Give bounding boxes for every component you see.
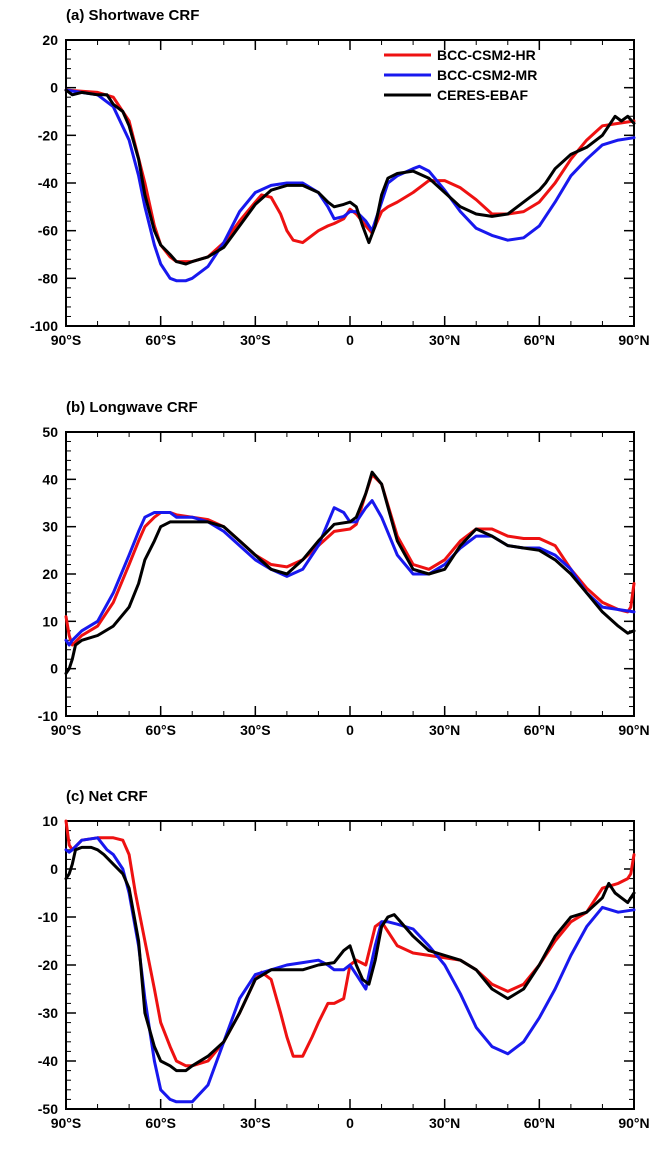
y-tick-label: -50 bbox=[38, 1101, 58, 1117]
legend-label-bcc-csm2-hr: BCC-CSM2-HR bbox=[437, 47, 536, 63]
y-tick-label: 20 bbox=[42, 566, 58, 582]
y-tick-label: 10 bbox=[42, 813, 58, 829]
x-tick-label: 90°S bbox=[51, 1115, 82, 1131]
panel-longwave: (b) Longwave CRF -10 0 10 20 30 40 50 90°S 60°S… bbox=[38, 399, 650, 738]
x-tick-label: 60°N bbox=[524, 722, 555, 738]
plot-frame bbox=[65, 39, 635, 327]
series-line-bcc-csm2-mr bbox=[64, 88, 636, 283]
series-line-bcc-csm2-hr bbox=[64, 819, 636, 1068]
y-tick-label: 40 bbox=[42, 471, 58, 487]
x-tick-label: 90°S bbox=[51, 722, 82, 738]
y-tick-label: 10 bbox=[42, 613, 58, 629]
y-tick-label: -30 bbox=[38, 1005, 58, 1021]
y-tick-label: -20 bbox=[38, 127, 58, 143]
y-tick-label: 0 bbox=[50, 861, 58, 877]
panel-title: (a) Shortwave CRF bbox=[66, 7, 199, 24]
series-line-ceres-ebaf bbox=[64, 470, 636, 675]
x-tick-label: 90°N bbox=[618, 1115, 649, 1131]
x-tick-label: 60°N bbox=[524, 1115, 555, 1131]
y-tick-label: 20 bbox=[42, 32, 58, 48]
x-tick-label: 60°S bbox=[145, 722, 176, 738]
y-tick-label: -10 bbox=[38, 708, 58, 724]
x-tick-label: 60°N bbox=[524, 332, 555, 348]
x-tick-label: 60°S bbox=[145, 332, 176, 348]
y-tick-label: -100 bbox=[30, 318, 58, 334]
panel-title: (b) Longwave CRF bbox=[66, 399, 198, 416]
y-tick-label: -40 bbox=[38, 1053, 58, 1069]
x-tick-labels: 90°S 60°S 30°S 0 30°N 60°N 90°N bbox=[51, 332, 650, 348]
panel-net: (c) Net CRF -50 -40 -30 -20 -10 0 10 90°S 60°S 3… bbox=[38, 788, 650, 1131]
series-line-ceres-ebaf bbox=[64, 845, 636, 1073]
x-tick-label: 30°S bbox=[240, 1115, 271, 1131]
y-tick-label: 30 bbox=[42, 519, 58, 535]
x-tick-label: 0 bbox=[346, 1115, 354, 1131]
axis-ticks bbox=[65, 820, 635, 1110]
y-tick-label: -40 bbox=[38, 175, 58, 191]
x-tick-label: 30°N bbox=[429, 1115, 460, 1131]
axis-ticks bbox=[65, 39, 635, 327]
y-tick-label: -80 bbox=[38, 270, 58, 286]
series-line-ceres-ebaf bbox=[64, 88, 636, 266]
x-tick-label: 90°S bbox=[51, 332, 82, 348]
series-lines bbox=[64, 819, 636, 1104]
panel-shortwave: (a) Shortwave CRF -100 -80 -60 -40 -20 0 20 90… bbox=[30, 7, 650, 348]
x-tick-label: 90°N bbox=[618, 722, 649, 738]
legend-label-ceres-ebaf: CERES-EBAF bbox=[437, 87, 528, 103]
x-tick-label: 30°S bbox=[240, 332, 271, 348]
x-tick-label: 30°N bbox=[429, 332, 460, 348]
y-tick-label: -10 bbox=[38, 909, 58, 925]
y-tick-label: 0 bbox=[50, 661, 58, 677]
x-tick-label: 30°S bbox=[240, 722, 271, 738]
x-tick-label: 0 bbox=[346, 722, 354, 738]
y-tick-label: -20 bbox=[38, 957, 58, 973]
x-tick-label: 60°S bbox=[145, 1115, 176, 1131]
legend-label-bcc-csm2-mr: BCC-CSM2-MR bbox=[437, 67, 537, 83]
x-tick-labels: 90°S 60°S 30°S 0 30°N 60°N 90°N bbox=[51, 722, 650, 738]
x-tick-labels: 90°S 60°S 30°S 0 30°N 60°N 90°N bbox=[51, 1115, 650, 1131]
x-tick-label: 0 bbox=[346, 332, 354, 348]
y-tick-labels: -10 0 10 20 30 40 50 bbox=[38, 424, 58, 724]
legend: BCC-CSM2-HR BCC-CSM2-MR CERES-EBAF bbox=[384, 47, 537, 103]
x-tick-label: 30°N bbox=[429, 722, 460, 738]
series-lines bbox=[64, 88, 636, 283]
axis-ticks bbox=[65, 431, 635, 717]
y-tick-label: 0 bbox=[50, 80, 58, 96]
series-lines bbox=[64, 470, 636, 675]
y-tick-label: -60 bbox=[38, 223, 58, 239]
y-tick-labels: -50 -40 -30 -20 -10 0 10 bbox=[38, 813, 58, 1117]
y-tick-label: 50 bbox=[42, 424, 58, 440]
series-line-bcc-csm2-hr bbox=[64, 473, 636, 647]
x-tick-label: 90°N bbox=[618, 332, 649, 348]
y-tick-labels: -100 -80 -60 -40 -20 0 20 bbox=[30, 32, 58, 334]
panel-title: (c) Net CRF bbox=[66, 788, 148, 805]
plot-frame bbox=[65, 431, 635, 717]
